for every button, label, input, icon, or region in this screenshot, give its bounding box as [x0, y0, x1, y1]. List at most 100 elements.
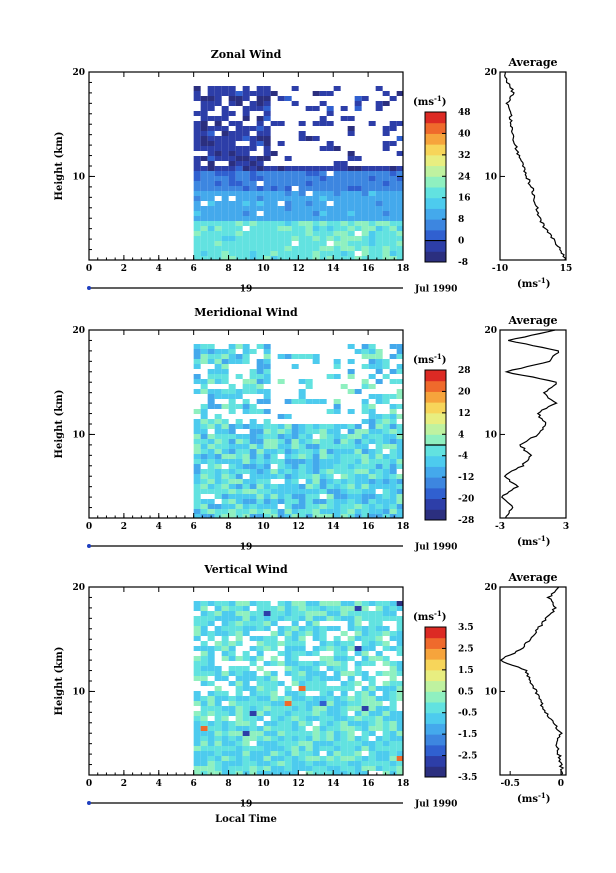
heatmap-cell [354, 761, 362, 766]
heatmap-cell [333, 221, 341, 226]
heatmap-cell [256, 176, 264, 181]
heatmap-cell [284, 206, 292, 211]
heatmap-cell [242, 751, 250, 756]
day-start-marker [87, 801, 91, 805]
heatmap-cell [389, 741, 397, 746]
colorbar-segment [425, 627, 446, 639]
heatmap-cell [326, 106, 334, 111]
heatmap-cell [354, 721, 362, 726]
heatmap-cell [207, 464, 215, 469]
heatmap-cell [291, 221, 299, 226]
heatmap-cell [333, 641, 341, 646]
heatmap-cell [375, 504, 383, 509]
heatmap-cell [221, 369, 229, 374]
heatmap-cell [347, 701, 355, 706]
heatmap-cell [375, 736, 383, 741]
heatmap-cell [396, 186, 403, 191]
heatmap-cell [291, 666, 299, 671]
heatmap-cell [214, 696, 222, 701]
average-title: Average [507, 314, 557, 327]
heatmap-cell [284, 246, 292, 251]
heatmap-cell [396, 236, 403, 241]
heatmap-cell [382, 691, 390, 696]
heatmap-cell [333, 766, 341, 771]
heatmap-cell [305, 736, 313, 741]
heatmap-cell [319, 771, 327, 775]
heatmap-cell [284, 499, 292, 504]
heatmap-cell [354, 226, 362, 231]
heatmap-cell [382, 696, 390, 701]
heatmap-cell [389, 686, 397, 691]
heatmap-cell [249, 171, 257, 176]
heatmap-cell [228, 101, 236, 106]
heatmap-cell [214, 151, 222, 156]
heatmap-cell [298, 389, 306, 394]
heatmap-cell [200, 479, 208, 484]
heatmap-cell [375, 711, 383, 716]
heatmap-cell [235, 394, 243, 399]
heatmap-cell [354, 726, 362, 731]
heatmap-cell [193, 726, 201, 731]
heatmap-cell [389, 449, 397, 454]
heatmap-cell [207, 106, 215, 111]
heatmap-cell [256, 251, 264, 256]
heatmap-cell [270, 751, 278, 756]
heatmap-cell [235, 464, 243, 469]
heatmap-cell [221, 499, 229, 504]
heatmap-cell [263, 369, 271, 374]
heatmap-cell [214, 349, 222, 354]
colorbar-segment [425, 755, 446, 767]
heatmap-cell [221, 349, 229, 354]
colorbar-unit: (ms-1) [413, 609, 446, 623]
heatmap-cell [396, 191, 403, 196]
heatmap-cell [235, 716, 243, 721]
heatmap-cell [242, 666, 250, 671]
heatmap-cell [263, 686, 271, 691]
heatmap-cell [235, 484, 243, 489]
heatmap-cell [228, 494, 236, 499]
heatmap-cell [340, 499, 348, 504]
heatmap-cell [221, 651, 229, 656]
heatmap-cell [375, 726, 383, 731]
heatmap-cell [319, 176, 327, 181]
heatmap-cell [389, 761, 397, 766]
heatmap-cell [319, 741, 327, 746]
profile-frame [499, 329, 567, 519]
heatmap-cell [396, 641, 403, 646]
profile-x-tick-label: 3 [563, 522, 569, 532]
heatmap-cell [256, 681, 264, 686]
heatmap-cell [375, 364, 383, 369]
heatmap-cell [340, 611, 348, 616]
heatmap-cell [270, 439, 278, 444]
heatmap-cell [200, 176, 208, 181]
heatmap-cell [221, 86, 229, 91]
average-title: Average [507, 571, 557, 584]
heatmap-cell [354, 646, 362, 651]
heatmap-cell [347, 131, 355, 136]
heatmap-cell [340, 454, 348, 459]
heatmap-cell [312, 606, 320, 611]
heatmap-cell [382, 616, 390, 621]
heatmap-cell [298, 489, 306, 494]
heatmap-cell [249, 106, 257, 111]
heatmap-cell [200, 661, 208, 666]
heatmap-cell [389, 141, 397, 146]
heatmap-cell [354, 631, 362, 636]
heatmap-cell [361, 439, 369, 444]
heatmap-cell [207, 201, 215, 206]
heatmap-cell [270, 151, 278, 156]
heatmap-cell [340, 756, 348, 761]
heatmap-cell [207, 131, 215, 136]
heatmap-cell [228, 409, 236, 414]
heatmap-cell [368, 499, 376, 504]
heatmap-cell [319, 246, 327, 251]
heatmap-cell [291, 696, 299, 701]
heatmap-cell [298, 746, 306, 751]
heatmap-cell [312, 474, 320, 479]
heatmap-cell [389, 696, 397, 701]
heatmap-cell [340, 474, 348, 479]
heatmap-cell [389, 166, 397, 171]
heatmap-cell [389, 479, 397, 484]
heatmap-cell [263, 646, 271, 651]
heatmap-cell [340, 221, 348, 226]
